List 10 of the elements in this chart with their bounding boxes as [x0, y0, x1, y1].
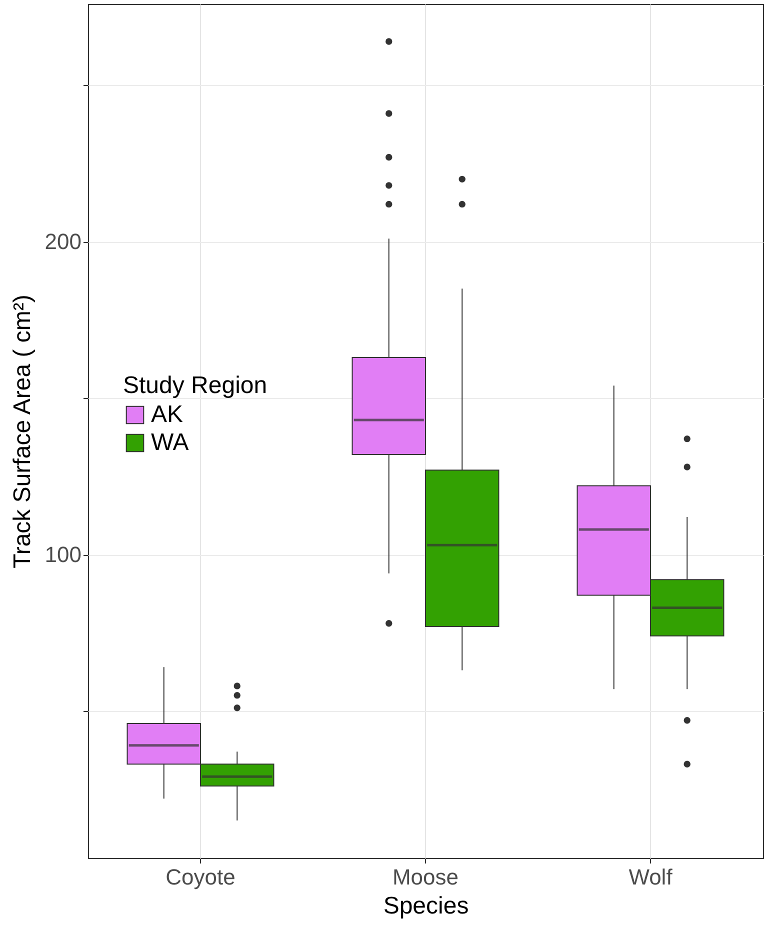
x-tick-label: Coyote: [166, 864, 236, 890]
legend-label: WA: [151, 429, 189, 456]
y-axis-title: Track Surface Area ( cm²): [8, 294, 36, 568]
y-tick-label: 100: [44, 542, 82, 568]
legend-title: Study Region: [123, 372, 268, 399]
x-tick-label: Wolf: [628, 864, 674, 890]
x-axis-title: Species: [383, 892, 469, 920]
x-tick-label: Moose: [392, 864, 459, 890]
legend-label: AK: [151, 401, 184, 428]
y-tick-label: 200: [44, 229, 82, 254]
